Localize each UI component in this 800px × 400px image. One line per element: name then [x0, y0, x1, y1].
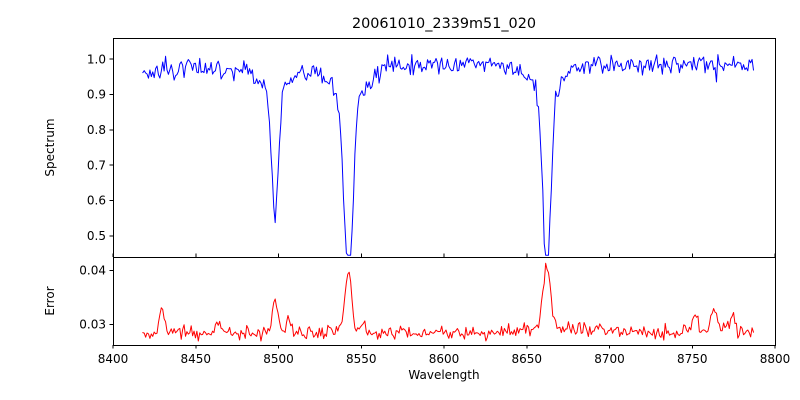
error-x-tick-group: 8400 8450 8500 8550 8600 8650 8700 8750 8800: [98, 345, 791, 366]
x-tick-label: 8650: [511, 352, 542, 366]
y-tick-label: 1.0: [87, 52, 106, 66]
spectrum-y-axis-label: Spectrum: [43, 118, 57, 176]
y-tick-label: 0.6: [87, 194, 106, 208]
error-y-tick-group: 0.03 0.04: [79, 264, 113, 332]
x-tick-label: 8600: [429, 352, 460, 366]
y-tick-label: 0.9: [87, 88, 106, 102]
figure-title: 20061010_2339m51_020: [352, 16, 536, 32]
x-tick-label: 8500: [263, 352, 294, 366]
x-tick-label: 8750: [677, 352, 708, 366]
x-tick-label: 8400: [98, 352, 129, 366]
y-tick-label: 0.03: [79, 318, 106, 332]
spectrum-y-tick-group: 0.5 0.6 0.7 0.8 0.9 1.0: [87, 52, 113, 243]
spectrum-data-line: [142, 54, 754, 256]
error-axes-frame: [113, 257, 776, 346]
x-tick-label: 8700: [594, 352, 625, 366]
error-data-line: [142, 262, 754, 342]
x-tick-label: 8550: [346, 352, 377, 366]
y-tick-label: 0.04: [79, 264, 106, 278]
x-tick-label: 8800: [760, 352, 791, 366]
y-tick-label: 0.7: [87, 158, 106, 172]
x-tick-label: 8450: [180, 352, 211, 366]
y-tick-label: 0.5: [87, 229, 106, 243]
error-y-axis-label: Error: [43, 286, 57, 315]
y-tick-label: 0.8: [87, 123, 106, 137]
error-panel: 0.03 0.04 8400 8450 8500 8550 8600 8650 8700 875…: [43, 257, 791, 366]
x-axis-label: Wavelength: [408, 368, 479, 382]
